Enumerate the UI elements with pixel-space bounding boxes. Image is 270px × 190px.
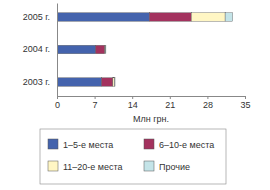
bars (57, 13, 233, 86)
legend-label: 1–5-е места (63, 140, 113, 150)
y-tick-label: 2003 г. (23, 77, 50, 87)
plot: 0 7 14 21 28 35 2005 г. 2004 г. 2003 г. (23, 4, 251, 111)
legend-label: Прочие (159, 162, 190, 172)
x-tick-mark (207, 96, 208, 99)
x-tick-label: 28 (203, 100, 213, 110)
bar (149, 13, 191, 21)
y-tick-label: 2005 г. (23, 12, 50, 22)
legend-label: 11–20-е места (63, 162, 123, 172)
series (105, 13, 232, 86)
x-tick: 7 (93, 96, 98, 110)
x-tick-label: 35 (240, 100, 250, 110)
x-tick-label: 0 (55, 100, 60, 110)
x-axis-line (58, 96, 246, 97)
bar (191, 13, 225, 21)
bar (96, 45, 105, 53)
series (105, 13, 225, 86)
bar (104, 45, 106, 53)
x-tick-label: 21 (165, 100, 175, 110)
x-tick-label: 7 (93, 100, 98, 110)
legend-swatch (48, 161, 58, 171)
series (96, 13, 192, 86)
y-tick-label: 2004 г. (23, 44, 50, 54)
series (57, 13, 149, 86)
legend: 1–5-е места 6–10-е места 11–20-е места Проч… (40, 129, 226, 184)
y-tick: 2004 г. (23, 44, 57, 54)
x-axis: 0 7 14 21 28 35 (55, 96, 251, 110)
bar (57, 13, 149, 21)
bar (57, 45, 96, 53)
bar (105, 45, 107, 53)
x-tick: 28 (203, 96, 213, 110)
x-tick-mark (132, 96, 133, 99)
legend-swatch (144, 139, 154, 149)
legend-frame (40, 129, 226, 184)
x-tick: 14 (128, 96, 138, 110)
x-tick: 0 (55, 96, 60, 110)
legend-label: 6–10-е места (159, 140, 214, 150)
y-axis-line (57, 4, 58, 97)
bar (113, 78, 115, 86)
legend-swatch (48, 139, 58, 149)
x-tick-mark (245, 96, 246, 99)
bar (102, 78, 113, 86)
legend-swatch (144, 161, 154, 171)
bar (114, 78, 116, 86)
y-axis: 2005 г. 2004 г. 2003 г. (23, 4, 58, 97)
bar (225, 13, 233, 21)
x-tick-label: 14 (128, 100, 138, 110)
x-tick: 21 (165, 96, 175, 110)
y-tick: 2003 г. (23, 77, 57, 87)
x-tick-mark (170, 96, 171, 99)
x-tick: 35 (240, 96, 250, 110)
x-tick-mark (95, 96, 96, 99)
bar (57, 78, 102, 86)
x-axis-title: Млн грн. (133, 114, 169, 124)
y-tick: 2005 г. (23, 12, 57, 22)
